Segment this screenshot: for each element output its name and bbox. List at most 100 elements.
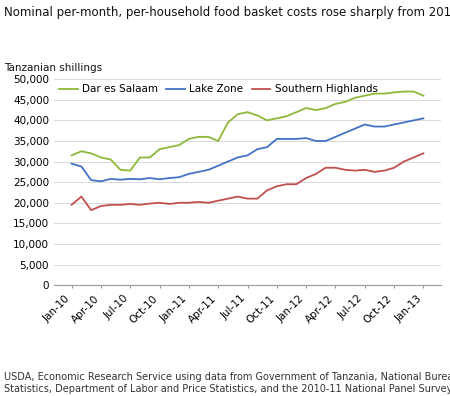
Dar es Salaam [225,120,231,125]
Lake Zone [79,164,84,169]
Legend: Dar es Salaam, Lake Zone, Southern Highlands: Dar es Salaam, Lake Zone, Southern Highl… [59,84,378,94]
Lake Zone [176,175,182,180]
Dar es Salaam [137,155,143,160]
Lake Zone [108,177,113,181]
Southern Highlands [196,200,201,204]
Southern Highlands [108,202,113,207]
Lake Zone [313,139,319,143]
Lake Zone [206,168,211,172]
Southern Highlands [127,202,133,206]
Lake Zone [118,177,123,182]
Lake Zone [235,155,240,160]
Southern Highlands [401,159,406,164]
Southern Highlands [313,171,319,176]
Text: Tanzanian shillings: Tanzanian shillings [4,63,103,73]
Dar es Salaam [166,145,172,150]
Dar es Salaam [333,101,338,106]
Lake Zone [89,178,94,183]
Lake Zone [157,177,162,182]
Dar es Salaam [401,89,406,94]
Dar es Salaam [196,135,201,139]
Dar es Salaam [216,139,221,143]
Southern Highlands [274,184,279,188]
Southern Highlands [157,200,162,205]
Southern Highlands [118,202,123,207]
Text: Nominal per-month, per-household food basket costs rose sharply from 2011 to 201: Nominal per-month, per-household food ba… [4,6,450,19]
Lake Zone [392,122,397,127]
Dar es Salaam [98,155,104,160]
Dar es Salaam [89,151,94,156]
Southern Highlands [216,198,221,203]
Dar es Salaam [245,110,250,114]
Southern Highlands [323,166,328,170]
Dar es Salaam [392,90,397,95]
Southern Highlands [69,202,74,207]
Dar es Salaam [79,149,84,154]
Lake Zone [127,177,133,181]
Lake Zone [255,147,260,152]
Southern Highlands [294,182,299,187]
Southern Highlands [166,202,172,206]
Lake Zone [186,171,192,176]
Lake Zone [98,179,104,184]
Southern Highlands [342,168,348,172]
Southern Highlands [147,201,153,206]
Lake Zone [362,122,368,127]
Southern Highlands [98,204,104,208]
Dar es Salaam [255,113,260,118]
Southern Highlands [89,208,94,213]
Dar es Salaam [382,91,387,96]
Southern Highlands [176,200,182,205]
Lake Zone [225,159,231,164]
Southern Highlands [245,196,250,201]
Lake Zone [284,137,289,141]
Lake Zone [69,161,74,166]
Dar es Salaam [294,110,299,114]
Dar es Salaam [157,147,162,152]
Dar es Salaam [421,93,426,98]
Southern Highlands [352,168,358,173]
Southern Highlands [392,166,397,170]
Southern Highlands [255,196,260,201]
Dar es Salaam [127,168,133,173]
Dar es Salaam [303,106,309,110]
Lake Zone [264,145,270,150]
Lake Zone [166,176,172,181]
Dar es Salaam [274,116,279,121]
Dar es Salaam [108,157,113,162]
Southern Highlands [206,200,211,205]
Southern Highlands [79,194,84,199]
Lake Zone [323,139,328,143]
Lake Zone [333,135,338,139]
Line: Southern Highlands: Southern Highlands [72,153,423,210]
Lake Zone [352,126,358,131]
Lake Zone [382,124,387,129]
Dar es Salaam [362,93,368,98]
Southern Highlands [264,188,270,193]
Line: Dar es Salaam: Dar es Salaam [72,91,423,171]
Dar es Salaam [264,118,270,123]
Lake Zone [372,124,377,129]
Southern Highlands [235,194,240,199]
Southern Highlands [421,151,426,156]
Dar es Salaam [411,89,416,94]
Dar es Salaam [147,155,153,160]
Dar es Salaam [352,95,358,100]
Lake Zone [411,118,416,123]
Southern Highlands [284,182,289,187]
Dar es Salaam [69,153,74,158]
Dar es Salaam [235,112,240,116]
Lake Zone [401,120,406,125]
Lake Zone [274,137,279,141]
Southern Highlands [372,169,377,174]
Line: Lake Zone: Lake Zone [72,118,423,181]
Dar es Salaam [186,137,192,141]
Dar es Salaam [313,108,319,112]
Southern Highlands [333,166,338,170]
Dar es Salaam [206,135,211,139]
Lake Zone [196,169,201,174]
Lake Zone [421,116,426,121]
Southern Highlands [225,196,231,201]
Dar es Salaam [323,106,328,110]
Dar es Salaam [118,168,123,172]
